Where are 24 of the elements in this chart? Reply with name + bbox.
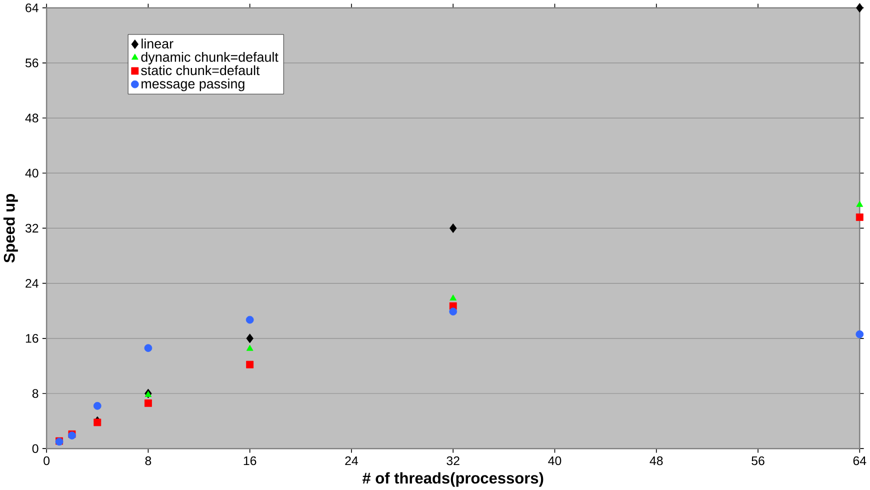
y-tick-label: 24 xyxy=(26,278,38,288)
y-tick-label: 48 xyxy=(25,114,38,122)
y-tick-label: 40 xyxy=(25,168,38,178)
x-tick-label: 32 xyxy=(446,456,460,466)
x-tick-label: 24 xyxy=(345,456,358,465)
x-axis-title: # of threads(processors) xyxy=(362,472,544,487)
x-tick-label: 0 xyxy=(44,456,50,466)
y-axis-title: Speed up xyxy=(3,194,18,263)
y-tick-label: 64 xyxy=(26,3,38,12)
x-tick-label: 64 xyxy=(853,456,866,466)
x-tick-label: 40 xyxy=(548,456,562,466)
y-tick-label: 32 xyxy=(25,224,38,233)
y-tick-label: 56 xyxy=(25,58,38,68)
x-tick-label: 48 xyxy=(650,456,663,466)
x-tick-label: 8 xyxy=(145,456,152,466)
y-tick-label: 8 xyxy=(32,389,38,398)
legend-label: dynamic chunk=default xyxy=(141,52,278,64)
y-tick-label: 16 xyxy=(26,334,38,343)
x-tick-label: 56 xyxy=(752,456,764,466)
legend-label: linear xyxy=(142,38,174,48)
x-tick-label: 16 xyxy=(244,456,256,466)
y-tick-label: 0 xyxy=(32,444,38,453)
legend-label: static chunk=default xyxy=(141,65,260,76)
legend-label: message passing xyxy=(142,78,244,92)
